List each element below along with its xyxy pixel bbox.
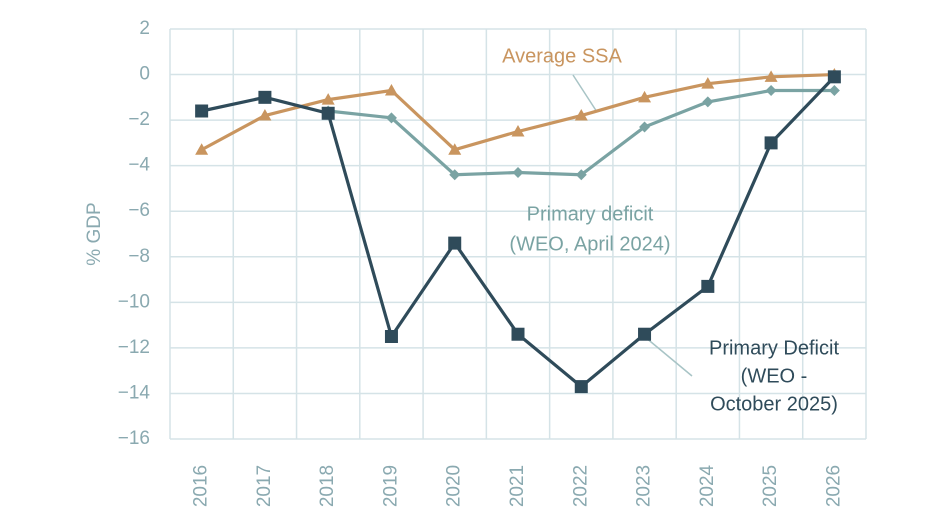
x-tick-label: 2018 [317,465,338,507]
x-tick-label: 2017 [254,465,275,507]
marker-square [764,136,778,150]
annotation: Primary deficit [527,203,654,225]
marker-triangle [195,143,209,155]
x-tick-label: 2016 [191,465,212,507]
marker-triangle [448,143,462,155]
x-tick-label: 2022 [570,465,591,507]
annotation: (WEO, April 2024) [509,233,670,255]
marker-square [827,70,841,84]
leader-line [572,74,598,113]
annotation: Average SSA [502,45,622,67]
marker-diamond [449,169,461,181]
marker-square [448,236,462,250]
marker-diamond [512,167,524,178]
x-tick-label: 2026 [823,465,844,507]
y-tick-label: 2 [139,18,150,39]
marker-diamond [385,112,397,124]
marker-diamond [639,121,651,133]
marker-triangle [384,84,398,96]
marker-triangle [701,77,715,89]
y-tick-label: −4 [128,155,150,176]
marker-triangle [638,90,652,103]
y-tick-label: −6 [128,200,150,221]
y-tick-label: 0 [139,64,150,85]
x-tick-label: 2024 [697,464,718,507]
y-tick-label: −16 [118,428,150,449]
y-tick-label: −2 [128,109,150,130]
x-tick-label: 2023 [634,465,655,507]
y-tick-label: −10 [118,291,150,312]
annotation: (WEO - [741,365,808,387]
y-tick-label: −14 [118,382,151,403]
marker-square [321,106,335,120]
x-tick-label: 2020 [444,465,465,507]
y-tick-label: −12 [118,337,150,358]
annotation: October 2025) [710,393,838,415]
marker-square [638,327,652,341]
annotation: Primary Deficit [709,337,839,359]
marker-diamond [575,169,587,181]
marker-square [195,104,209,118]
x-tick-label: 2021 [507,465,528,507]
marker-triangle [764,70,778,82]
marker-diamond [828,85,840,96]
x-tick-label: 2019 [380,465,401,507]
marker-square [574,380,588,394]
marker-square [258,90,272,104]
marker-diamond [765,85,777,96]
marker-triangle [321,93,335,105]
marker-square [701,279,715,293]
leader-line [644,336,693,377]
y-tick-label: −8 [128,246,150,267]
marker-square [511,327,525,341]
marker-triangle [574,109,588,121]
marker-diamond [702,96,714,108]
marker-triangle [511,125,525,137]
marker-triangle [258,109,272,121]
y-axis-label: % GDP [84,202,105,265]
marker-square [384,330,398,343]
x-tick-label: 2025 [760,465,781,507]
